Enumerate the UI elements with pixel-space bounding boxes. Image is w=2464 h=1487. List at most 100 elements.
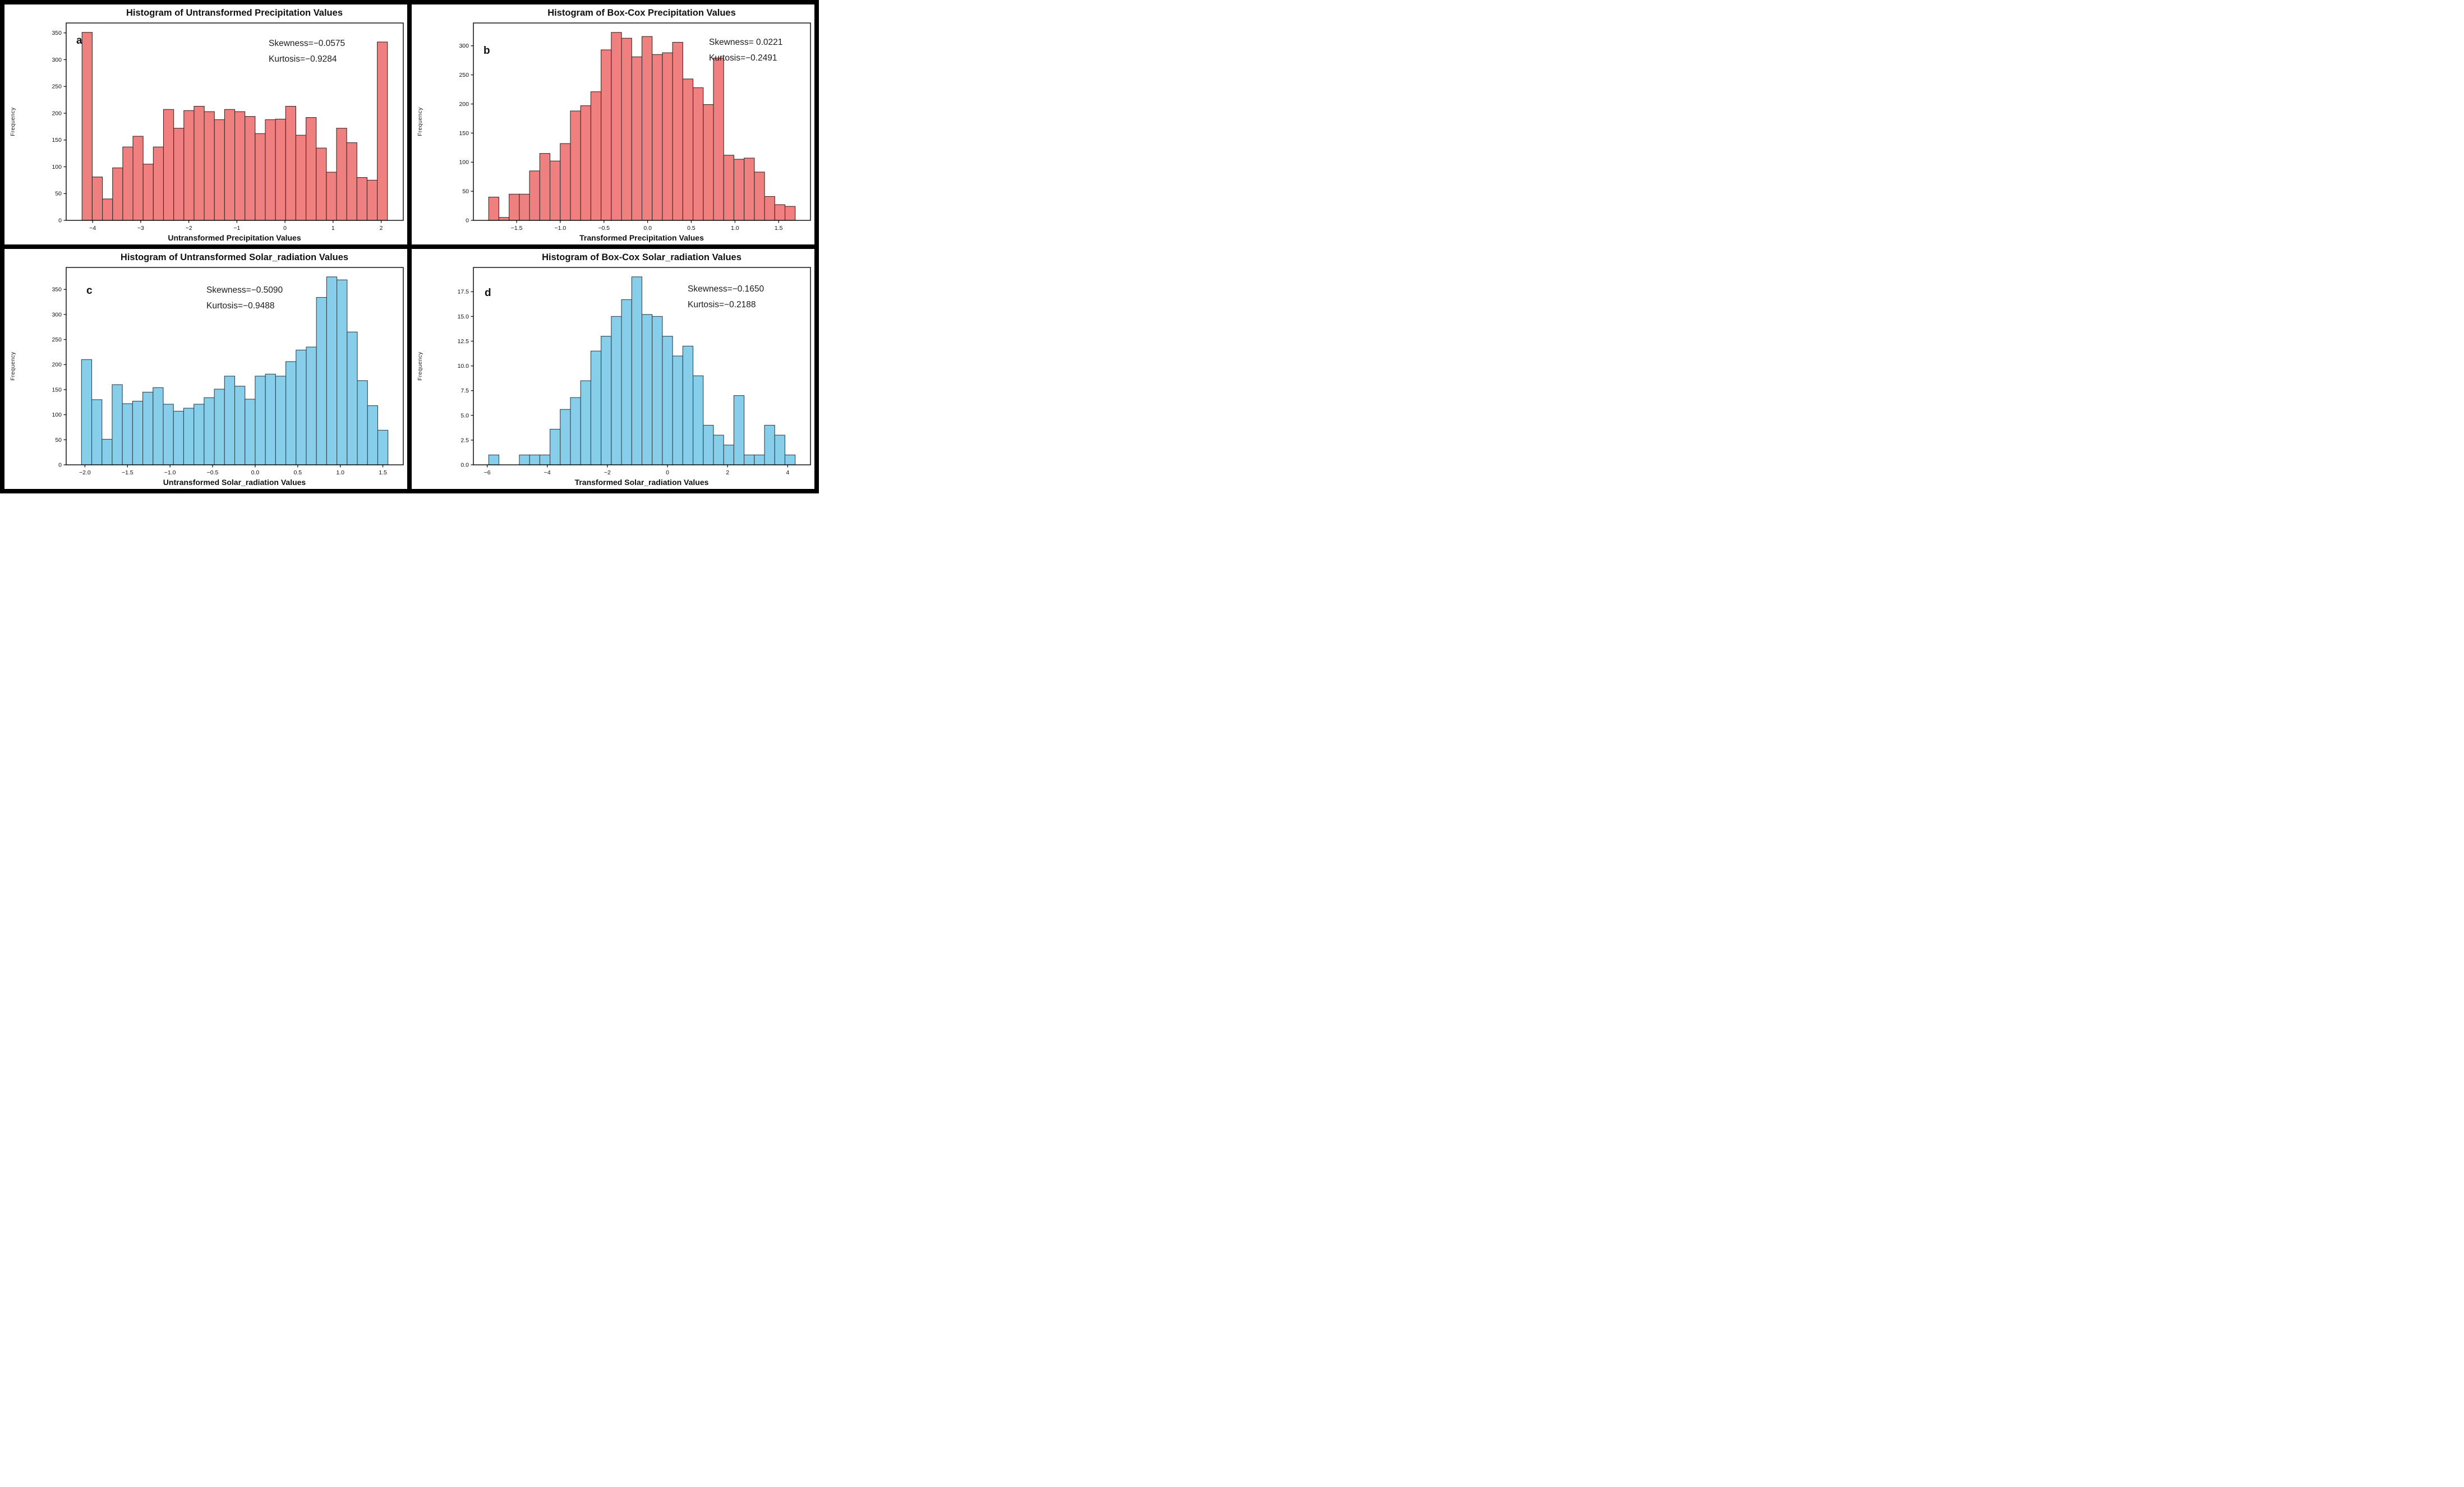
- y-tick-label: 0: [58, 218, 62, 224]
- histogram-bar: [214, 389, 225, 465]
- histogram-bar: [183, 110, 195, 221]
- x-tick-label: −4: [544, 469, 551, 476]
- histogram-bar: [356, 177, 368, 221]
- histogram-bar: [560, 143, 571, 221]
- histogram-bar: [132, 400, 144, 465]
- histogram-bar: [347, 331, 358, 465]
- y-tick-label: 100: [52, 164, 62, 170]
- bars-group: [81, 276, 389, 465]
- axes-box: [473, 22, 811, 221]
- histogram-bar: [122, 403, 133, 465]
- histogram-bar: [91, 399, 103, 465]
- y-tick-label: 0.0: [460, 462, 469, 469]
- histogram-bar: [275, 118, 286, 221]
- bars-group: [488, 276, 796, 465]
- histogram-bar: [234, 386, 246, 465]
- kurtosis-annotation: Kurtosis=−0.2491: [709, 53, 777, 63]
- x-tick-label: −0.5: [598, 225, 610, 232]
- skewness-annotation: Skewness=−0.5090: [206, 285, 283, 295]
- x-tick-label: −1.0: [164, 469, 176, 476]
- histogram-bar: [539, 153, 551, 221]
- histogram-bar: [122, 146, 133, 221]
- x-tick-label: 1.0: [731, 225, 739, 232]
- histogram-bar: [204, 397, 215, 465]
- y-tick-label: 350: [52, 287, 62, 293]
- x-tick-label: −0.5: [207, 469, 219, 476]
- histogram-bar: [744, 454, 755, 465]
- histogram-bar: [346, 142, 357, 221]
- histogram-bar: [519, 193, 530, 221]
- y-axis-label: Frequency: [417, 352, 423, 381]
- x-tick-label: −6: [484, 469, 491, 476]
- y-axis-label: Frequency: [10, 352, 16, 381]
- histogram-bar: [224, 109, 236, 221]
- histogram-bar: [703, 424, 714, 465]
- histogram-bar: [641, 314, 653, 465]
- histogram-bar: [764, 196, 775, 221]
- histogram-bar: [672, 41, 683, 221]
- histogram-bar: [662, 336, 673, 465]
- histogram-bar: [326, 276, 338, 465]
- histogram-bar: [295, 135, 307, 221]
- histogram-bar: [132, 136, 144, 221]
- histogram-bar: [631, 56, 643, 221]
- x-tick-label: 0.5: [294, 469, 302, 476]
- kurtosis-annotation: Kurtosis=−0.2188: [688, 300, 756, 310]
- histogram-bar: [214, 119, 225, 221]
- histogram-bar: [173, 410, 184, 465]
- histogram-bar: [316, 147, 327, 221]
- histogram-bar: [163, 404, 174, 465]
- histogram-bar: [337, 279, 348, 465]
- histogram-bar: [224, 376, 236, 465]
- histogram-bar: [245, 116, 256, 221]
- histogram-bar: [550, 428, 561, 465]
- histogram-bar: [91, 177, 103, 221]
- histogram-bar: [81, 32, 93, 221]
- histogram-bar: [255, 133, 266, 221]
- y-tick-label: 2.5: [460, 437, 469, 444]
- panel-b-histogram: Histogram of Box-Cox Precipitation Value…: [409, 2, 817, 247]
- figure-grid: Histogram of Untransformed Precipitation…: [0, 0, 819, 493]
- panel-letter: d: [485, 287, 491, 299]
- histogram-bar: [112, 384, 123, 465]
- histogram-bar: [173, 128, 185, 221]
- histogram-bar: [296, 349, 307, 465]
- histogram-bar: [488, 196, 500, 221]
- histogram-bar: [713, 435, 724, 465]
- y-axis-label: Frequency: [10, 107, 16, 136]
- bars-group: [81, 32, 388, 221]
- histogram-bar: [306, 117, 317, 221]
- histogram-bar: [367, 405, 379, 465]
- histogram-bar: [723, 155, 734, 221]
- y-tick-label: 150: [459, 130, 469, 137]
- histogram-bar: [275, 376, 287, 465]
- panel-title: Histogram of Box-Cox Solar_radiation Val…: [542, 252, 741, 262]
- histogram-bar: [682, 78, 694, 221]
- histogram-bar: [560, 409, 571, 465]
- x-tick-label: −4: [89, 225, 96, 232]
- histogram-bar: [784, 454, 796, 465]
- histogram-bar: [183, 408, 195, 465]
- histogram-bar: [774, 204, 786, 221]
- histogram-bar: [570, 110, 581, 221]
- histogram-bar: [509, 193, 520, 221]
- panel-c-histogram: Histogram of Untransformed Solar_radiati…: [2, 247, 409, 491]
- x-tick-label: 0.5: [687, 225, 696, 232]
- y-tick-label: 50: [55, 437, 62, 444]
- histogram-bar: [580, 380, 591, 465]
- x-tick-label: 4: [786, 469, 789, 476]
- panel-title: Histogram of Box-Cox Precipitation Value…: [547, 8, 736, 18]
- histogram-bar: [652, 316, 663, 465]
- y-tick-label: 200: [459, 101, 469, 108]
- panel-title: Histogram of Untransformed Solar_radiati…: [121, 252, 348, 262]
- y-tick-label: 350: [52, 30, 62, 36]
- x-tick-label: −2.0: [79, 469, 91, 476]
- axis-ticks: −2.0 −1.5 −1.0 −0.5 0.0 0.5 1.0 1.5 0 50 100 150 200…: [52, 287, 387, 476]
- histogram-bar: [631, 276, 643, 465]
- histogram-bar: [519, 454, 530, 465]
- histogram-bar: [326, 172, 337, 221]
- histogram-bar: [641, 36, 653, 221]
- histogram-bar: [81, 359, 93, 465]
- panel-a-histogram: Histogram of Untransformed Precipitation…: [2, 2, 409, 247]
- axis-ticks: −1.5 −1.0 −0.5 0.0 0.5 1.0 1.5 0 50 100 150 200 250 3…: [459, 43, 782, 232]
